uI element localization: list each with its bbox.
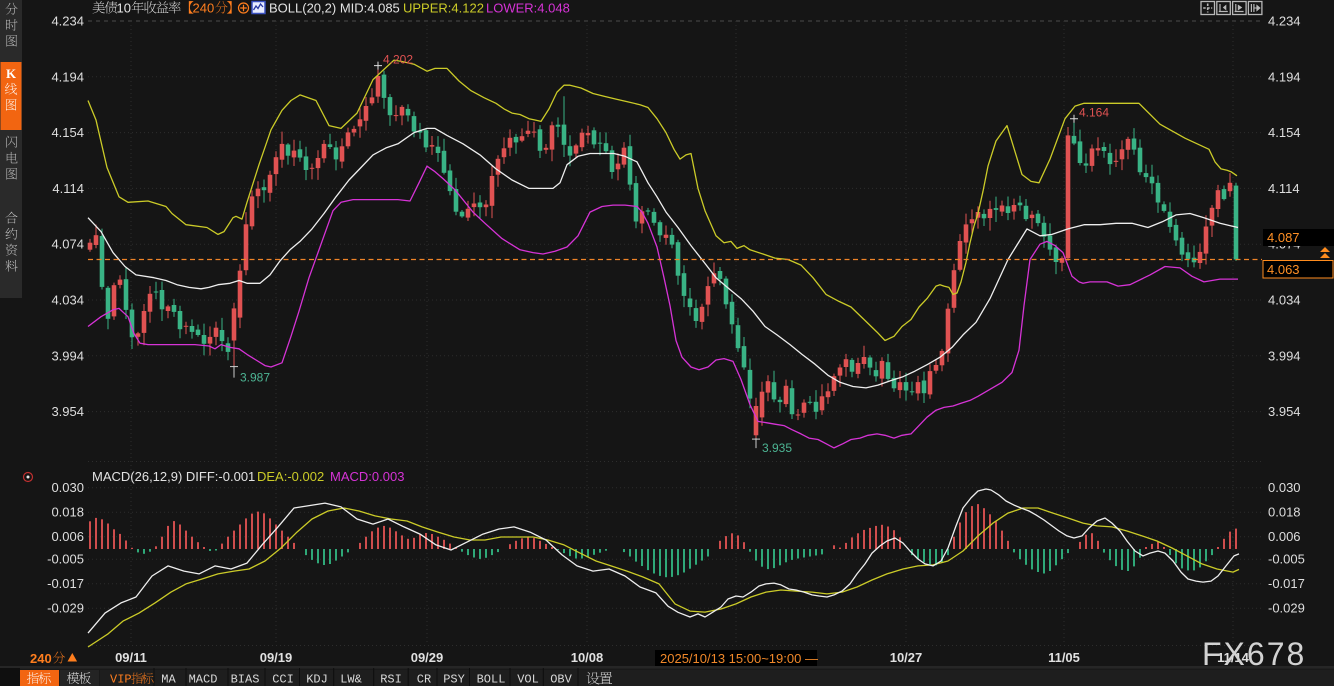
svg-text:4.154: 4.154 [1268,125,1301,140]
svg-text:MACD(26,12,9) DIFF:-0.001: MACD(26,12,9) DIFF:-0.001 [92,469,255,484]
svg-text:4.034: 4.034 [1268,293,1301,308]
svg-text:-0.017: -0.017 [1268,576,1305,591]
svg-text:OBV: OBV [550,673,572,686]
svg-text:4.234: 4.234 [1268,14,1301,29]
svg-text:3.987: 3.987 [240,371,270,385]
svg-text:10: 10 [117,1,131,16]
svg-text:4.164: 4.164 [1079,106,1109,120]
svg-text:VOL: VOL [517,673,539,686]
svg-text:KDJ: KDJ [306,673,328,686]
svg-text:11/05: 11/05 [1048,650,1080,665]
svg-text:4.074: 4.074 [51,237,84,252]
svg-text:09/29: 09/29 [411,650,444,665]
svg-text:3.994: 3.994 [1268,348,1301,363]
svg-text:4.194: 4.194 [51,69,84,84]
svg-text:4.114: 4.114 [52,181,84,196]
svg-text:4.194: 4.194 [1268,69,1301,84]
svg-text:4.087: 4.087 [1267,230,1300,245]
svg-text:-0.029: -0.029 [1268,601,1305,616]
svg-text:BIAS: BIAS [231,673,260,686]
svg-text:DEA:-0.002: DEA:-0.002 [257,469,324,484]
svg-text:240: 240 [193,1,215,16]
svg-text:CR: CR [417,673,431,686]
svg-text:0.018: 0.018 [1268,505,1301,520]
svg-text:CCI: CCI [272,673,294,686]
svg-text:4.154: 4.154 [51,125,84,140]
svg-text:BOLL: BOLL [477,673,506,686]
svg-text:VIP: VIP [110,673,132,686]
svg-text:K: K [6,66,17,81]
svg-text:0.030: 0.030 [1268,480,1301,495]
svg-text:4.234: 4.234 [51,14,84,29]
svg-text:4.114: 4.114 [1268,181,1300,196]
svg-text:4.034: 4.034 [51,293,84,308]
svg-text:11/14: 11/14 [1217,650,1250,665]
svg-text:-0.005: -0.005 [47,552,84,567]
svg-text:MACD: MACD [189,673,218,686]
svg-text:4.063: 4.063 [1267,262,1300,277]
svg-text:09/19: 09/19 [260,650,293,665]
svg-text:09/11: 09/11 [115,650,147,665]
svg-text:0.030: 0.030 [51,480,84,495]
svg-text:2025/10/13 15:00~19:00 —: 2025/10/13 15:00~19:00 — [660,651,818,666]
svg-text:-0.017: -0.017 [47,576,84,591]
svg-text:0.006: 0.006 [1268,529,1301,544]
svg-text:MACD:0.003: MACD:0.003 [330,469,404,484]
svg-text:10/27: 10/27 [890,650,923,665]
svg-text:PSY: PSY [443,673,465,686]
svg-text:240: 240 [30,651,52,666]
svg-text:MA: MA [161,673,176,686]
svg-text:4.202: 4.202 [383,53,413,67]
svg-text:3.954: 3.954 [1268,404,1301,419]
svg-text:LW&: LW& [340,673,362,686]
svg-text:UPPER:4.122: UPPER:4.122 [403,1,484,16]
svg-text:3.935: 3.935 [762,441,792,455]
svg-text:3.954: 3.954 [51,404,84,419]
svg-text:10/08: 10/08 [571,650,604,665]
svg-text:RSI: RSI [380,673,402,686]
svg-text:-0.029: -0.029 [47,601,84,616]
svg-text:LOWER:4.048: LOWER:4.048 [486,1,570,16]
svg-text:0.018: 0.018 [51,505,84,520]
svg-text:-0.005: -0.005 [1268,552,1305,567]
svg-text:BOLL(20,2) MID:4.085: BOLL(20,2) MID:4.085 [269,1,400,16]
svg-text:0.006: 0.006 [51,529,84,544]
svg-text:3.994: 3.994 [51,348,84,363]
